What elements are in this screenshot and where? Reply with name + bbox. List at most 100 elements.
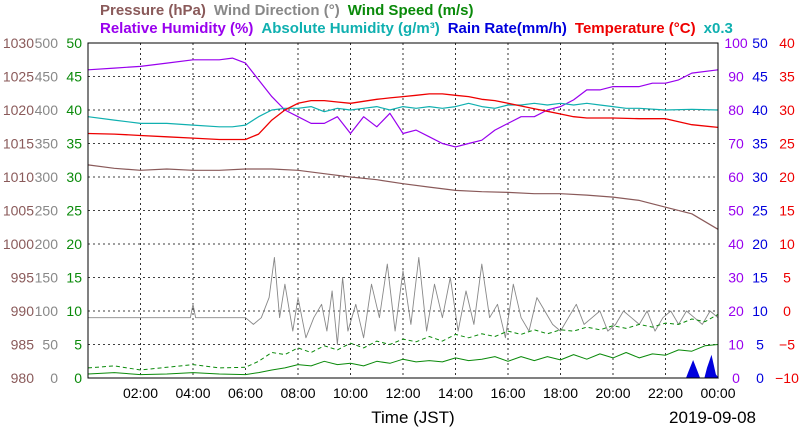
tick-label-wind-speed: 35	[66, 136, 82, 152]
x-tick-label: 16:00	[490, 385, 525, 401]
tick-label-humidity: 70	[728, 136, 744, 152]
tick-label-wind-speed: 0	[74, 370, 82, 386]
tick-label-rain: 20	[752, 236, 768, 252]
tick-label-wind-direction: 250	[35, 203, 59, 219]
tick-label-pressure: 1015	[3, 136, 34, 152]
series-temperature-c	[87, 93, 719, 141]
tick-label-rain: 30	[752, 169, 768, 185]
tick-label-wind-speed: 20	[66, 236, 82, 252]
tick-label-humidity: 20	[728, 303, 744, 319]
x-tick-label: 00:00	[700, 385, 735, 401]
legend-entry: Absolute Humidity (g/m³)	[261, 20, 439, 37]
tick-label-temperature: 30	[779, 102, 795, 118]
tick-label-humidity: 30	[728, 270, 744, 286]
legend-entry: Pressure (hPa)	[100, 2, 206, 19]
tick-label-temperature: 25	[779, 136, 795, 152]
legend-entry: Temperature (°C)	[575, 20, 696, 37]
series-absolute-humidity-g-m	[87, 102, 719, 128]
tick-label-humidity: 40	[728, 236, 744, 252]
tick-label-wind-direction: 0	[50, 370, 58, 386]
x-tick-label: 10:00	[333, 385, 368, 401]
tick-label-pressure: 995	[11, 270, 35, 286]
tick-label-pressure: 985	[11, 337, 35, 353]
legend-entry: Wind Speed (m/s)	[348, 2, 474, 19]
date-label: 2019-09-08	[669, 408, 756, 427]
tick-label-wind-direction: 300	[35, 169, 59, 185]
tick-label-pressure: 1020	[3, 102, 34, 118]
tick-label-rain: 25	[752, 203, 768, 219]
tick-label-wind-direction: 450	[35, 69, 59, 85]
grid	[88, 43, 718, 378]
x-tick-label: 04:00	[175, 385, 210, 401]
series-pressure-hpa	[87, 164, 719, 230]
series-relative-humidity	[87, 57, 719, 148]
tick-label-temperature: 10	[779, 236, 795, 252]
tick-label-rain: 40	[752, 102, 768, 118]
tick-label-temperature: 0	[783, 303, 791, 319]
tick-label-temperature: −10	[775, 370, 799, 386]
tick-label-pressure: 1000	[3, 236, 34, 252]
x-tick-label: 14:00	[438, 385, 473, 401]
tick-label-wind-direction: 350	[35, 136, 59, 152]
tick-label-humidity: 100	[724, 35, 748, 51]
legend-entry: Wind Direction (°)	[214, 2, 340, 19]
tick-label-temperature: 20	[779, 169, 795, 185]
x-tick-label: 02:00	[123, 385, 158, 401]
x-tick-label: 18:00	[543, 385, 578, 401]
tick-label-wind-speed: 5	[74, 337, 82, 353]
tick-label-wind-speed: 40	[66, 102, 82, 118]
plot-frame	[87, 42, 719, 379]
tick-label-rain: 0	[756, 370, 764, 386]
tick-label-pressure: 1025	[3, 69, 34, 85]
legend-entry: x0.3	[704, 20, 733, 37]
tick-label-wind-speed: 30	[66, 169, 82, 185]
tick-label-temperature: 40	[779, 35, 795, 51]
tick-label-pressure: 990	[11, 303, 35, 319]
legend: Pressure (hPa) Wind Direction (°) Wind Spe…	[100, 2, 733, 37]
tick-label-humidity: 60	[728, 169, 744, 185]
tick-label-pressure: 980	[11, 370, 35, 386]
tick-label-temperature: 5	[783, 270, 791, 286]
tick-label-temperature: 35	[779, 69, 795, 85]
x-tick-label: 22:00	[648, 385, 683, 401]
tick-label-humidity: 0	[732, 370, 740, 386]
tick-label-pressure: 1010	[3, 169, 34, 185]
tick-label-wind-speed: 10	[66, 303, 82, 319]
tick-label-humidity: 50	[728, 203, 744, 219]
tick-label-wind-direction: 500	[35, 35, 59, 51]
tick-label-wind-direction: 100	[35, 303, 59, 319]
tick-label-wind-direction: 150	[35, 270, 59, 286]
x-tick-label: 08:00	[280, 385, 315, 401]
series-wind-speed-m-s	[87, 344, 719, 376]
tick-label-wind-speed: 25	[66, 203, 82, 219]
axes: 9809859909951000100510101015102010251030…	[3, 35, 799, 401]
tick-label-humidity: 90	[728, 69, 744, 85]
x-tick-label: 12:00	[385, 385, 420, 401]
x-tick-label: 06:00	[228, 385, 263, 401]
tick-label-humidity: 80	[728, 102, 744, 118]
tick-label-rain: 15	[752, 270, 768, 286]
tick-label-pressure: 1005	[3, 203, 34, 219]
tick-label-wind-direction: 400	[35, 102, 59, 118]
tick-label-rain: 45	[752, 69, 768, 85]
tick-label-wind-speed: 15	[66, 270, 82, 286]
x-tick-label: 20:00	[595, 385, 630, 401]
tick-label-rain: 50	[752, 35, 768, 51]
tick-label-wind-speed: 45	[66, 69, 82, 85]
tick-label-wind-direction: 50	[42, 337, 58, 353]
tick-label-temperature: −5	[779, 337, 795, 353]
tick-label-rain: 5	[756, 337, 764, 353]
series-wind-speed-m-s-gust	[87, 313, 719, 371]
tick-label-humidity: 10	[728, 337, 744, 353]
tick-label-wind-speed: 50	[66, 35, 82, 51]
tick-label-rain: 10	[752, 303, 768, 319]
legend-entry: Relative Humidity (%)	[100, 20, 253, 37]
tick-label-wind-direction: 200	[35, 236, 59, 252]
legend-entry: Rain Rate(mm/h)	[448, 20, 567, 37]
tick-label-temperature: 15	[779, 203, 795, 219]
tick-label-pressure: 1030	[3, 35, 34, 51]
series-wind-direction	[88, 256, 719, 345]
tick-label-rain: 35	[752, 136, 768, 152]
x-axis-label: Time (JST)	[371, 408, 454, 427]
